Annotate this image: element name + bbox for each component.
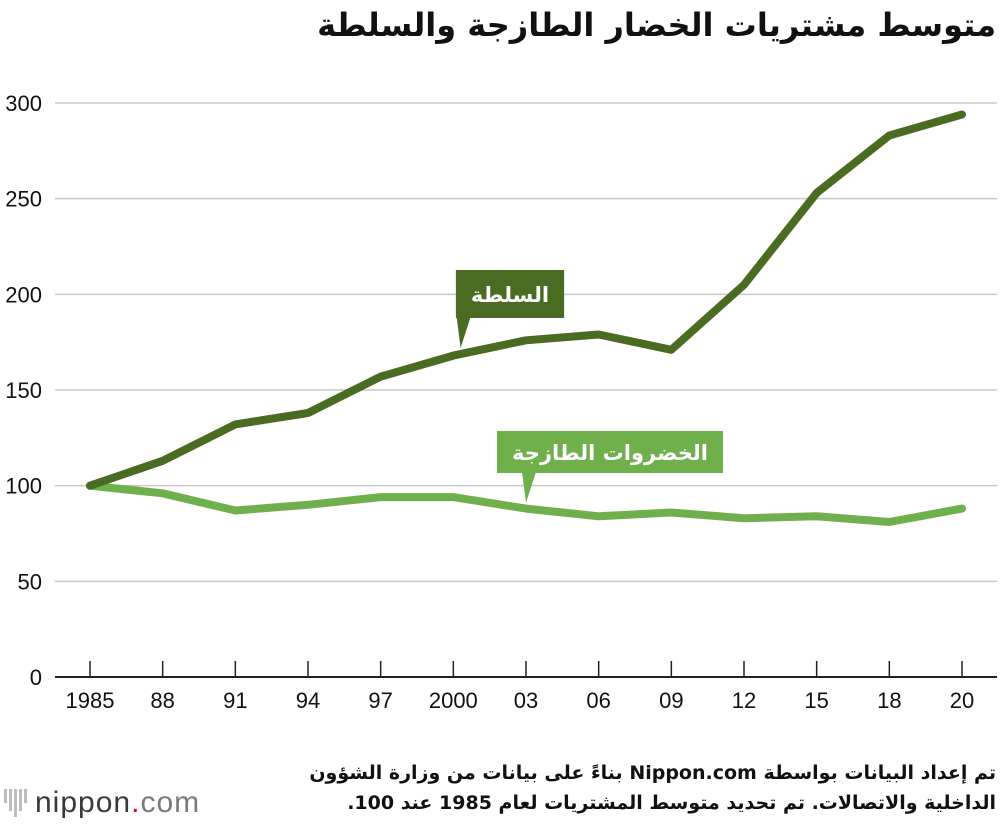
x-tick-label: 1985 — [66, 688, 115, 713]
x-tick-label: 18 — [877, 688, 901, 713]
grid-lines — [55, 102, 997, 678]
callout-salad: السلطة — [455, 270, 565, 349]
chart-title: متوسط مشتريات الخضار الطازجة والسلطة — [317, 6, 996, 44]
logo-mark-icon — [4, 789, 27, 817]
x-tick-label: 12 — [732, 688, 756, 713]
y-tick-label: 300 — [5, 91, 42, 116]
x-tick-label: 06 — [586, 688, 610, 713]
x-tick-label: 91 — [223, 688, 247, 713]
callout-fresh-vegetables-box — [496, 431, 724, 473]
y-axis-ticks: 0 50 100 150 200 250 300 — [5, 91, 42, 690]
series-lines — [86, 110, 966, 526]
x-axis-ticks: 1985 88 91 94 97 2000 03 06 09 12 15 18 20 — [66, 661, 974, 713]
callout-fresh-vegetables-pointer — [522, 472, 536, 503]
x-tick-label: 97 — [368, 688, 392, 713]
y-tick-label: 150 — [5, 378, 42, 403]
y-tick-label: 0 — [30, 665, 42, 690]
series-line-0 — [86, 110, 966, 490]
x-tick-label: 15 — [804, 688, 828, 713]
logo-text: nippon.com — [35, 786, 201, 819]
x-tick-label: 03 — [514, 688, 538, 713]
line-chart: 0 50 100 150 200 250 300 1985 88 91 94 97 2000 03 06 0… — [5, 91, 997, 713]
callout-fresh-vegetables-label: الخضروات الطازجة — [512, 441, 708, 465]
y-tick-label: 100 — [5, 474, 42, 499]
y-tick-label: 50 — [18, 569, 42, 594]
x-tick-label: 2000 — [429, 688, 478, 713]
callout-salad-box — [455, 270, 565, 318]
nippon-logo: nippon.com — [4, 786, 200, 820]
x-tick-label: 09 — [659, 688, 683, 713]
y-tick-label: 200 — [5, 282, 42, 307]
source-note: تم إعداد البيانات بواسطة Nippon.com بناء… — [309, 762, 996, 814]
callout-salad-pointer — [456, 317, 471, 349]
series-line-1 — [86, 481, 966, 526]
series-callouts: السلطة الخضروات الطازجة — [455, 270, 724, 503]
callout-fresh-vegetables: الخضروات الطازجة — [496, 431, 724, 503]
callout-salad-label: السلطة — [471, 283, 549, 307]
x-tick-label: 88 — [150, 688, 174, 713]
x-tick-label: 94 — [296, 688, 320, 713]
y-tick-label: 250 — [5, 187, 42, 212]
x-tick-label: 20 — [950, 688, 974, 713]
